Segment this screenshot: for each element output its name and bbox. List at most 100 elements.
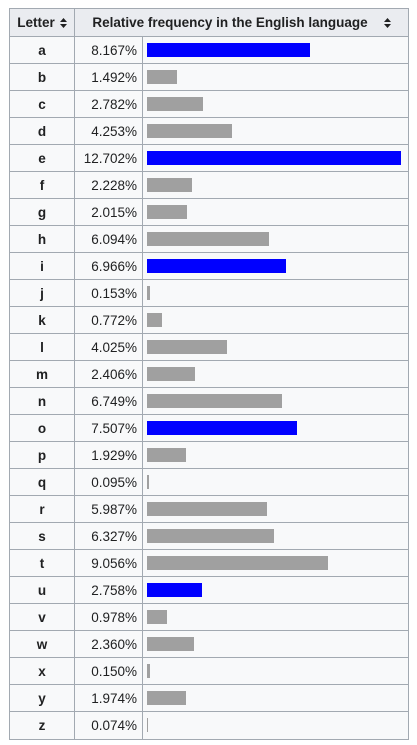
table-row: i 6.966% xyxy=(10,253,408,280)
frequency-cell: 4.253% xyxy=(75,118,143,144)
frequency-cell: 1.974% xyxy=(75,685,143,711)
frequency-cell: 6.966% xyxy=(75,253,143,279)
letter-cell: i xyxy=(10,253,75,279)
bar-cell xyxy=(143,469,408,495)
letter-cell: o xyxy=(10,415,75,441)
table-row: f 2.228% xyxy=(10,172,408,199)
frequency-bar xyxy=(147,124,232,138)
bar-cell xyxy=(143,145,408,171)
frequency-cell: 6.094% xyxy=(75,226,143,252)
table-row: p 1.929% xyxy=(10,442,408,469)
table-row: g 2.015% xyxy=(10,199,408,226)
frequency-bar xyxy=(147,205,187,219)
frequency-cell: 6.327% xyxy=(75,523,143,549)
frequency-bar xyxy=(147,340,227,354)
letter-cell: j xyxy=(10,280,75,306)
frequency-cell: 0.095% xyxy=(75,469,143,495)
frequency-column-header[interactable]: Relative frequency in the English langua… xyxy=(75,9,408,36)
table-row: d 4.253% xyxy=(10,118,408,145)
frequency-cell: 2.406% xyxy=(75,361,143,387)
frequency-cell: 2.758% xyxy=(75,577,143,603)
frequency-cell: 5.987% xyxy=(75,496,143,522)
letter-cell: q xyxy=(10,469,75,495)
frequency-bar xyxy=(147,394,282,408)
letter-cell: m xyxy=(10,361,75,387)
letter-cell: l xyxy=(10,334,75,360)
bar-cell xyxy=(143,577,408,603)
frequency-bar xyxy=(147,70,177,84)
letter-cell: e xyxy=(10,145,75,171)
table-row: b 1.492% xyxy=(10,64,408,91)
frequency-cell: 12.702% xyxy=(75,145,143,171)
frequency-cell: 1.492% xyxy=(75,64,143,90)
bar-cell xyxy=(143,604,408,630)
table-row: y 1.974% xyxy=(10,685,408,712)
bar-cell xyxy=(143,523,408,549)
frequency-bar xyxy=(147,637,194,651)
table-row: a 8.167% xyxy=(10,37,408,64)
frequency-bar xyxy=(147,178,192,192)
frequency-cell: 0.150% xyxy=(75,658,143,684)
letter-cell: z xyxy=(10,712,75,739)
bar-cell xyxy=(143,226,408,252)
table-row: n 6.749% xyxy=(10,388,408,415)
frequency-bar xyxy=(147,583,202,597)
frequency-cell: 9.056% xyxy=(75,550,143,576)
letter-cell: c xyxy=(10,91,75,117)
frequency-cell: 8.167% xyxy=(75,37,143,63)
letter-cell: s xyxy=(10,523,75,549)
letter-cell: v xyxy=(10,604,75,630)
table-row: v 0.978% xyxy=(10,604,408,631)
frequency-bar xyxy=(147,97,203,111)
table-row: m 2.406% xyxy=(10,361,408,388)
letter-cell: w xyxy=(10,631,75,657)
table-row: r 5.987% xyxy=(10,496,408,523)
frequency-bar xyxy=(147,529,274,543)
bar-cell xyxy=(143,361,408,387)
frequency-bar xyxy=(147,286,150,300)
table-row: k 0.772% xyxy=(10,307,408,334)
bar-cell xyxy=(143,415,408,441)
bar-cell xyxy=(143,550,408,576)
frequency-bar xyxy=(147,475,149,489)
frequency-bar xyxy=(147,367,195,381)
frequency-cell: 0.772% xyxy=(75,307,143,333)
table-row: w 2.360% xyxy=(10,631,408,658)
table-row: o 7.507% xyxy=(10,415,408,442)
letter-cell: a xyxy=(10,37,75,63)
frequency-bar xyxy=(147,151,401,165)
table-row: z 0.074% xyxy=(10,712,408,739)
frequency-bar xyxy=(147,718,148,732)
letter-frequency-table: Letter Relative frequency in the English… xyxy=(9,8,409,740)
table-row: s 6.327% xyxy=(10,523,408,550)
frequency-cell: 6.749% xyxy=(75,388,143,414)
bar-cell xyxy=(143,658,408,684)
frequency-bar xyxy=(147,232,269,246)
letter-cell: f xyxy=(10,172,75,198)
table-row: u 2.758% xyxy=(10,577,408,604)
sort-icon[interactable] xyxy=(383,17,391,28)
letter-cell: n xyxy=(10,388,75,414)
bar-cell xyxy=(143,253,408,279)
letter-cell: h xyxy=(10,226,75,252)
letter-cell: g xyxy=(10,199,75,225)
frequency-cell: 0.074% xyxy=(75,712,143,739)
bar-cell xyxy=(143,631,408,657)
table-row: x 0.150% xyxy=(10,658,408,685)
sort-icon[interactable] xyxy=(59,17,67,28)
table-row: q 0.095% xyxy=(10,469,408,496)
bar-cell xyxy=(143,388,408,414)
letter-cell: t xyxy=(10,550,75,576)
bar-cell xyxy=(143,334,408,360)
table-header: Letter Relative frequency in the English… xyxy=(10,9,408,37)
letter-column-header[interactable]: Letter xyxy=(10,9,75,36)
frequency-cell: 7.507% xyxy=(75,415,143,441)
table-row: e 12.702% xyxy=(10,145,408,172)
frequency-bar xyxy=(147,664,150,678)
letter-cell: r xyxy=(10,496,75,522)
table-row: c 2.782% xyxy=(10,91,408,118)
frequency-bar xyxy=(147,610,167,624)
letter-cell: y xyxy=(10,685,75,711)
frequency-cell: 1.929% xyxy=(75,442,143,468)
table-body: a 8.167% b 1.492% c 2.782% d 4.253% e 12.702% f 2.2… xyxy=(10,37,408,739)
